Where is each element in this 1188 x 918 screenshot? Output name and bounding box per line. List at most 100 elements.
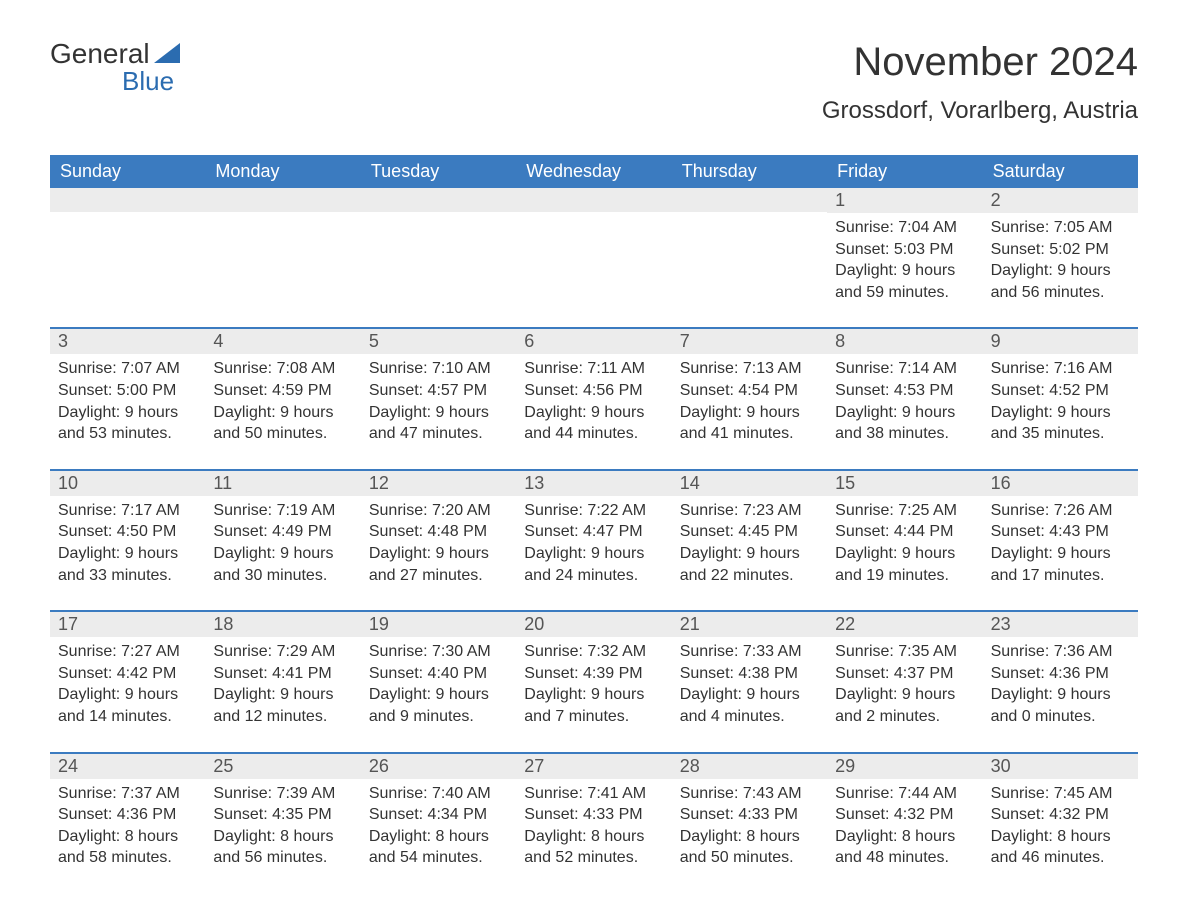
detail-line: Sunset: 4:37 PM — [835, 663, 974, 685]
day-number — [50, 188, 205, 212]
day-cell: 19Sunrise: 7:30 AMSunset: 4:40 PMDayligh… — [361, 612, 516, 751]
day-number: 21 — [672, 612, 827, 637]
detail-line: and 48 minutes. — [835, 847, 974, 869]
detail-line: Sunrise: 7:32 AM — [524, 641, 663, 663]
detail-line: and 22 minutes. — [680, 565, 819, 587]
detail-line: Sunrise: 7:23 AM — [680, 500, 819, 522]
detail-line: Sunset: 4:36 PM — [991, 663, 1130, 685]
day-cell: 21Sunrise: 7:33 AMSunset: 4:38 PMDayligh… — [672, 612, 827, 751]
detail-line: Sunset: 4:40 PM — [369, 663, 508, 685]
day-detail: Sunrise: 7:35 AMSunset: 4:37 PMDaylight:… — [827, 637, 982, 727]
detail-line: Sunrise: 7:27 AM — [58, 641, 197, 663]
week-row: 1Sunrise: 7:04 AMSunset: 5:03 PMDaylight… — [50, 188, 1138, 327]
week-row: 24Sunrise: 7:37 AMSunset: 4:36 PMDayligh… — [50, 752, 1138, 893]
day-detail: Sunrise: 7:32 AMSunset: 4:39 PMDaylight:… — [516, 637, 671, 727]
detail-line: Sunrise: 7:43 AM — [680, 783, 819, 805]
day-detail: Sunrise: 7:11 AMSunset: 4:56 PMDaylight:… — [516, 354, 671, 444]
day-cell: 14Sunrise: 7:23 AMSunset: 4:45 PMDayligh… — [672, 471, 827, 610]
dayname: Thursday — [672, 155, 827, 188]
day-cell — [672, 188, 827, 327]
detail-line: and 0 minutes. — [991, 706, 1130, 728]
detail-line: Daylight: 9 hours — [680, 684, 819, 706]
day-cell — [205, 188, 360, 327]
day-detail: Sunrise: 7:29 AMSunset: 4:41 PMDaylight:… — [205, 637, 360, 727]
day-cell: 6Sunrise: 7:11 AMSunset: 4:56 PMDaylight… — [516, 329, 671, 468]
detail-line: Sunset: 4:54 PM — [680, 380, 819, 402]
week-row: 10Sunrise: 7:17 AMSunset: 4:50 PMDayligh… — [50, 469, 1138, 610]
week-row: 17Sunrise: 7:27 AMSunset: 4:42 PMDayligh… — [50, 610, 1138, 751]
detail-line: Sunset: 5:03 PM — [835, 239, 974, 261]
detail-line: and 46 minutes. — [991, 847, 1130, 869]
detail-line: Sunset: 4:56 PM — [524, 380, 663, 402]
day-cell: 11Sunrise: 7:19 AMSunset: 4:49 PMDayligh… — [205, 471, 360, 610]
day-number: 7 — [672, 329, 827, 354]
day-number: 18 — [205, 612, 360, 637]
detail-line: Sunset: 4:43 PM — [991, 521, 1130, 543]
day-detail: Sunrise: 7:36 AMSunset: 4:36 PMDaylight:… — [983, 637, 1138, 727]
logo-text-2: Blue — [122, 68, 180, 94]
detail-line: Sunrise: 7:08 AM — [213, 358, 352, 380]
day-detail: Sunrise: 7:04 AMSunset: 5:03 PMDaylight:… — [827, 213, 982, 303]
detail-line: Sunset: 4:33 PM — [680, 804, 819, 826]
logo-text-1: General — [50, 40, 150, 68]
day-cell: 10Sunrise: 7:17 AMSunset: 4:50 PMDayligh… — [50, 471, 205, 610]
detail-line: Daylight: 9 hours — [213, 402, 352, 424]
detail-line: and 19 minutes. — [835, 565, 974, 587]
title-block: November 2024 Grossdorf, Vorarlberg, Aus… — [822, 40, 1138, 125]
detail-line: Daylight: 8 hours — [680, 826, 819, 848]
day-detail: Sunrise: 7:43 AMSunset: 4:33 PMDaylight:… — [672, 779, 827, 869]
detail-line: Daylight: 9 hours — [991, 684, 1130, 706]
dayname: Monday — [205, 155, 360, 188]
day-cell: 15Sunrise: 7:25 AMSunset: 4:44 PMDayligh… — [827, 471, 982, 610]
detail-line: Daylight: 9 hours — [524, 543, 663, 565]
detail-line: Sunset: 4:59 PM — [213, 380, 352, 402]
detail-line: Sunset: 4:45 PM — [680, 521, 819, 543]
dayname-row: Sunday Monday Tuesday Wednesday Thursday… — [50, 155, 1138, 188]
day-cell: 29Sunrise: 7:44 AMSunset: 4:32 PMDayligh… — [827, 754, 982, 893]
detail-line: Daylight: 9 hours — [680, 402, 819, 424]
detail-line: Daylight: 9 hours — [991, 402, 1130, 424]
detail-line: Daylight: 9 hours — [835, 684, 974, 706]
day-detail: Sunrise: 7:27 AMSunset: 4:42 PMDaylight:… — [50, 637, 205, 727]
detail-line: and 7 minutes. — [524, 706, 663, 728]
dayname: Wednesday — [516, 155, 671, 188]
detail-line: Sunrise: 7:26 AM — [991, 500, 1130, 522]
day-number: 22 — [827, 612, 982, 637]
detail-line: Sunrise: 7:41 AM — [524, 783, 663, 805]
detail-line: Daylight: 8 hours — [58, 826, 197, 848]
dayname: Tuesday — [361, 155, 516, 188]
dayname: Friday — [827, 155, 982, 188]
detail-line: and 33 minutes. — [58, 565, 197, 587]
day-number: 6 — [516, 329, 671, 354]
day-cell: 13Sunrise: 7:22 AMSunset: 4:47 PMDayligh… — [516, 471, 671, 610]
day-cell: 25Sunrise: 7:39 AMSunset: 4:35 PMDayligh… — [205, 754, 360, 893]
day-cell — [516, 188, 671, 327]
day-number: 4 — [205, 329, 360, 354]
detail-line: Daylight: 9 hours — [835, 543, 974, 565]
detail-line: and 56 minutes. — [991, 282, 1130, 304]
day-number — [205, 188, 360, 212]
day-detail: Sunrise: 7:44 AMSunset: 4:32 PMDaylight:… — [827, 779, 982, 869]
detail-line: and 58 minutes. — [58, 847, 197, 869]
day-number: 5 — [361, 329, 516, 354]
day-detail: Sunrise: 7:08 AMSunset: 4:59 PMDaylight:… — [205, 354, 360, 444]
detail-line: and 9 minutes. — [369, 706, 508, 728]
detail-line: Sunrise: 7:33 AM — [680, 641, 819, 663]
detail-line: Sunset: 4:41 PM — [213, 663, 352, 685]
day-cell: 24Sunrise: 7:37 AMSunset: 4:36 PMDayligh… — [50, 754, 205, 893]
detail-line: and 35 minutes. — [991, 423, 1130, 445]
day-cell: 22Sunrise: 7:35 AMSunset: 4:37 PMDayligh… — [827, 612, 982, 751]
day-detail: Sunrise: 7:20 AMSunset: 4:48 PMDaylight:… — [361, 496, 516, 586]
detail-line: and 52 minutes. — [524, 847, 663, 869]
page-subtitle: Grossdorf, Vorarlberg, Austria — [822, 97, 1138, 125]
detail-line: Daylight: 9 hours — [213, 684, 352, 706]
detail-line: Sunrise: 7:20 AM — [369, 500, 508, 522]
detail-line: Daylight: 9 hours — [369, 402, 508, 424]
day-number — [672, 188, 827, 212]
day-number: 26 — [361, 754, 516, 779]
detail-line: and 44 minutes. — [524, 423, 663, 445]
detail-line: Sunset: 4:44 PM — [835, 521, 974, 543]
day-detail: Sunrise: 7:37 AMSunset: 4:36 PMDaylight:… — [50, 779, 205, 869]
day-cell: 9Sunrise: 7:16 AMSunset: 4:52 PMDaylight… — [983, 329, 1138, 468]
detail-line: Sunrise: 7:22 AM — [524, 500, 663, 522]
